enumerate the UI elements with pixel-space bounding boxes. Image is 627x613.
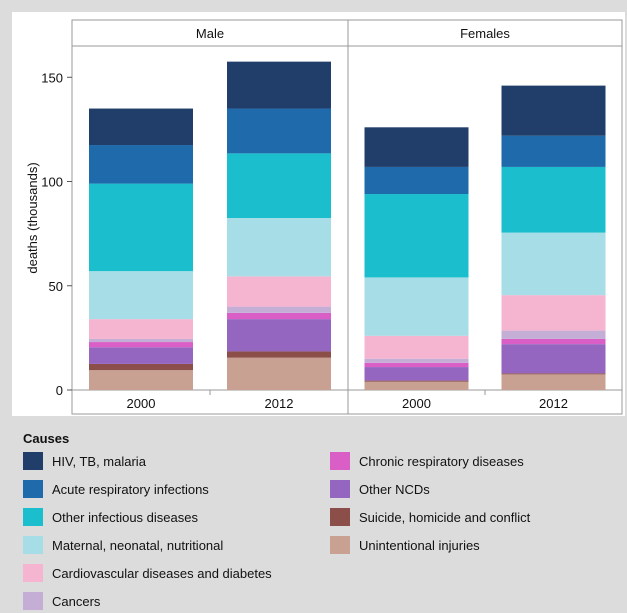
bar-segment [501, 344, 606, 374]
bar-segment [227, 108, 331, 154]
y-tick-label: 50 [49, 279, 63, 294]
bar-segment [227, 351, 331, 358]
x-tick-label: 2012 [539, 396, 568, 411]
bar-segment [501, 166, 606, 233]
bar-segment [364, 127, 469, 167]
x-tick-label: 2000 [127, 396, 156, 411]
bar-segment [89, 271, 193, 320]
bar-segment [89, 347, 193, 364]
bar-segment [364, 380, 469, 382]
legend-item: HIV, TB, malaria [23, 451, 146, 471]
bar-segment [501, 85, 606, 136]
facet-label: Females [460, 26, 510, 41]
legend-item: Maternal, neonatal, nutritional [23, 535, 223, 555]
bar-segment [227, 218, 331, 277]
legend-item: Cancers [23, 591, 100, 611]
bar-segment [89, 338, 193, 343]
bar-segment [227, 153, 331, 218]
bar-segment [89, 370, 193, 390]
bar-segment [501, 135, 606, 167]
y-tick-label: 100 [41, 175, 63, 190]
bar-segment [364, 358, 469, 363]
legend-label: HIV, TB, malaria [52, 453, 146, 469]
legend-label: Suicide, homicide and conflict [359, 509, 531, 525]
bar-segment [227, 306, 331, 313]
bar-segment [364, 381, 469, 390]
legend-label: Cardiovascular diseases and diabetes [52, 565, 272, 581]
legend-item: Chronic respiratory diseases [330, 451, 524, 471]
legend-item: Other NCDs [330, 479, 430, 499]
bar-segment [364, 166, 469, 195]
y-tick-label: 150 [41, 70, 63, 85]
bar-segment [364, 362, 469, 368]
y-tick-label: 0 [56, 383, 63, 398]
bar-segment [227, 276, 331, 307]
bar-segment [364, 194, 469, 278]
bar-segment [501, 330, 606, 339]
legend-label: Maternal, neonatal, nutritional [52, 537, 224, 553]
legend-label: Other NCDs [359, 481, 430, 497]
bar-segment [227, 61, 331, 109]
legend-swatch [23, 452, 43, 470]
bar-segment [89, 319, 193, 339]
bar-segment [227, 312, 331, 320]
legend-label: Unintentional injuries [359, 537, 480, 553]
legend-swatch [330, 508, 350, 526]
bar-segment [364, 335, 469, 359]
bar-segment [89, 108, 193, 146]
legend-item: Other infectious diseases [23, 507, 198, 527]
x-tick-label: 2012 [265, 396, 294, 411]
bar-segment [501, 374, 606, 390]
legend-swatch [330, 480, 350, 498]
bar-segment [89, 342, 193, 348]
facet-label: Male [196, 26, 224, 41]
legend-label: Chronic respiratory diseases [359, 453, 524, 469]
facet-header [71, 19, 349, 47]
legend-swatch [23, 592, 43, 610]
legend-item: Suicide, homicide and conflict [330, 507, 530, 527]
legend-label: Cancers [52, 593, 101, 609]
legend-label: Acute respiratory infections [52, 481, 209, 497]
bar-segment [89, 363, 193, 371]
bar-segment [89, 145, 193, 184]
bar-segment [227, 319, 331, 352]
bar-segment [89, 183, 193, 272]
legend-swatch [330, 452, 350, 470]
bar-segment [364, 367, 469, 381]
legend-swatch [330, 536, 350, 554]
legend-item: Cardiovascular diseases and diabetes [23, 563, 272, 583]
legend-label: Other infectious diseases [52, 509, 198, 525]
legend-item: Acute respiratory infections [23, 479, 209, 499]
legend-swatch [23, 508, 43, 526]
bar-segment [501, 232, 606, 296]
bar-segment [227, 357, 331, 390]
bar-segment [501, 373, 606, 375]
x-tick-label: 2000 [402, 396, 431, 411]
bar-segment [501, 338, 606, 345]
legend-swatch [23, 564, 43, 582]
bar-segment [501, 295, 606, 331]
legend-swatch [23, 536, 43, 554]
y-axis-label: deaths (thousands) [25, 162, 40, 273]
bar-segment [364, 277, 469, 336]
legend-item: Unintentional injuries [330, 535, 480, 555]
legend-swatch [23, 480, 43, 498]
